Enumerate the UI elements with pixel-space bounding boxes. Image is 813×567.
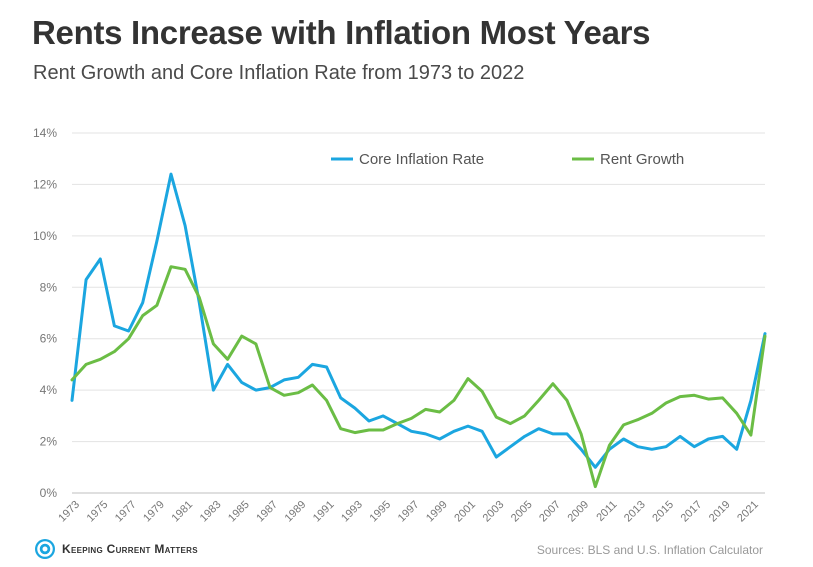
legend: Core Inflation Rate Rent Growth xyxy=(331,151,684,168)
y-tick-label: 14% xyxy=(33,126,57,140)
x-tick-label: 2015 xyxy=(650,499,676,525)
x-tick-label: 2021 xyxy=(735,499,761,525)
x-tick-label: 2005 xyxy=(509,499,535,525)
x-axis: 1973 1975 1977 1979 1981 1983 1985 1987 1989 1991… xyxy=(56,499,761,525)
series-line-1 xyxy=(70,265,767,489)
brand-name: Keeping Current Matters xyxy=(62,542,198,556)
y-tick-label: 6% xyxy=(40,332,58,346)
y-tick-label: 8% xyxy=(40,280,58,294)
x-tick-label: 1981 xyxy=(169,499,195,525)
x-tick-label: 2009 xyxy=(565,499,591,525)
x-tick-label: 1989 xyxy=(283,499,309,525)
chart-title: Rents Increase with Inflation Most Years xyxy=(32,14,651,51)
chart-subtitle: Rent Growth and Core Inflation Rate from… xyxy=(33,62,525,84)
x-tick-label: 1997 xyxy=(396,499,422,525)
x-tick-label: 1993 xyxy=(339,499,365,525)
series-line-0 xyxy=(70,172,767,469)
legend-label-0: Core Inflation Rate xyxy=(359,151,484,168)
x-tick-label: 1999 xyxy=(424,499,450,525)
x-tick-label: 2011 xyxy=(594,499,619,524)
x-tick-label: 2007 xyxy=(537,499,563,525)
legend-label-1: Rent Growth xyxy=(600,151,684,168)
x-tick-label: 1985 xyxy=(226,499,252,525)
x-tick-label: 1983 xyxy=(198,499,224,525)
y-tick-label: 0% xyxy=(40,486,58,500)
x-tick-label: 1975 xyxy=(85,499,111,525)
y-tick-label: 4% xyxy=(40,383,58,397)
y-axis: 0% 2% 4% 6% 8% 10% 12% 14% xyxy=(33,126,57,500)
x-tick-label: 1991 xyxy=(311,499,337,525)
brand-logo: Keeping Current Matters xyxy=(34,538,198,560)
x-tick-label: 1973 xyxy=(56,499,82,525)
series-lines xyxy=(70,172,767,489)
y-tick-label: 2% xyxy=(40,435,58,449)
x-tick-label: 2003 xyxy=(481,499,507,525)
x-tick-label: 1977 xyxy=(113,499,139,525)
x-tick-label: 2019 xyxy=(707,499,733,525)
y-tick-label: 10% xyxy=(33,229,57,243)
x-tick-label: 1979 xyxy=(141,499,167,525)
kcm-logo-icon xyxy=(35,539,55,559)
y-tick-label: 12% xyxy=(33,177,57,191)
chart-source: Sources: BLS and U.S. Inflation Calculat… xyxy=(536,543,763,557)
x-tick-label: 1995 xyxy=(367,499,393,525)
x-tick-label: 1987 xyxy=(254,499,280,525)
x-tick-label: 2017 xyxy=(679,499,705,525)
x-tick-label: 2013 xyxy=(622,499,648,525)
x-tick-label: 2001 xyxy=(452,499,478,525)
